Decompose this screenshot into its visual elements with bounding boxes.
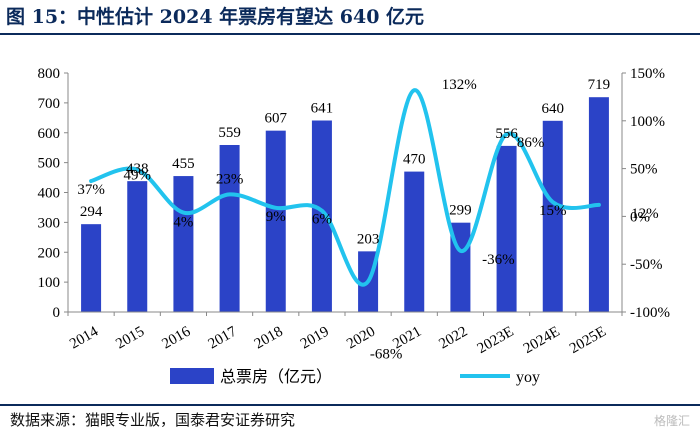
legend-bar-swatch [170,368,214,384]
left-tick-label: 700 [38,96,61,112]
legend-line-label: yoy [516,369,540,386]
x-tick-label: 2014 [67,323,101,352]
yoy-value-label: 23% [216,171,244,187]
bar-value-label: 640 [542,101,565,117]
right-tick-label: 50% [630,162,658,178]
combo-chart: 0 100 200 300 400 500 600 700 800 -100% -50% 0% 50% 1… [38,66,671,386]
x-tick-label: 2023E [475,324,517,357]
yoy-value-label: 132% [442,77,477,93]
yoy-value-label: 37% [77,182,105,198]
right-tick-label: 150% [630,66,665,82]
left-tick-label: 300 [38,215,61,231]
left-tick-label: 600 [38,126,61,142]
bar-value-label: 470 [403,152,426,168]
bar [404,171,425,312]
left-tick-label: 0 [53,305,61,321]
yoy-value-label: 49% [124,168,152,184]
bar-value-label: 559 [218,125,241,141]
yoy-value-label: 4% [173,215,193,231]
right-tick-label: 100% [630,114,665,130]
left-tick-label: 800 [38,66,61,82]
yoy-value-label: 9% [266,209,286,225]
yoy-value-label: 12% [631,206,659,222]
bar-value-label: 556 [495,126,518,142]
bar-value-label: 641 [311,101,334,117]
bar-value-label: 203 [357,231,380,247]
bar [81,224,102,312]
bar-value-label: 438 [126,161,149,177]
bar [127,181,148,312]
bar [496,145,517,312]
left-tick-label: 100 [38,275,61,291]
bar-value-label: 455 [172,156,195,172]
bar [219,144,240,312]
x-tick-label: 2016 [159,323,193,352]
x-tick-label: 2022 [436,324,470,353]
left-tick-label: 500 [38,156,61,172]
right-tick-label: -50% [630,257,663,273]
watermark-logo: 格隆汇 [653,414,690,428]
figure-title: 图 15：中性估计 2024 年票房有望达 640 亿元 [6,6,425,28]
left-tick-label: 400 [38,186,61,202]
bar-value-label: 607 [265,111,288,127]
title-rule [0,33,700,35]
bar [542,120,563,312]
yoy-value-label: -36% [482,252,515,268]
right-tick-label: -100% [630,305,670,321]
bar-value-label: 719 [588,77,611,93]
x-tick-label: 2015 [113,324,147,353]
bar [311,120,332,312]
x-tick-label: 2025E [567,324,609,357]
source-rule [0,404,700,406]
yoy-value-label: 86% [517,135,545,151]
legend-bar-label: 总票房（亿元） [220,368,332,386]
yoy-value-label: 15% [539,203,567,219]
yoy-series-line [89,88,601,287]
bar-value-label: 294 [80,204,103,220]
x-tick-label: 2024E [521,324,563,357]
right-tick-label: 0% [630,209,650,225]
source-note: 数据来源：猫眼专业版，国泰君安证券研究 [10,411,296,429]
x-tick-label: 2019 [298,324,332,353]
bar [173,176,194,312]
bar [265,130,286,312]
bar-value-label: 299 [449,203,472,219]
yoy-value-label: 6% [312,212,332,228]
left-tick-label: 200 [38,245,61,261]
x-tick-label: 2018 [252,324,286,353]
yoy-value-label: -68% [370,346,403,362]
x-tick-label: 2017 [206,323,240,352]
